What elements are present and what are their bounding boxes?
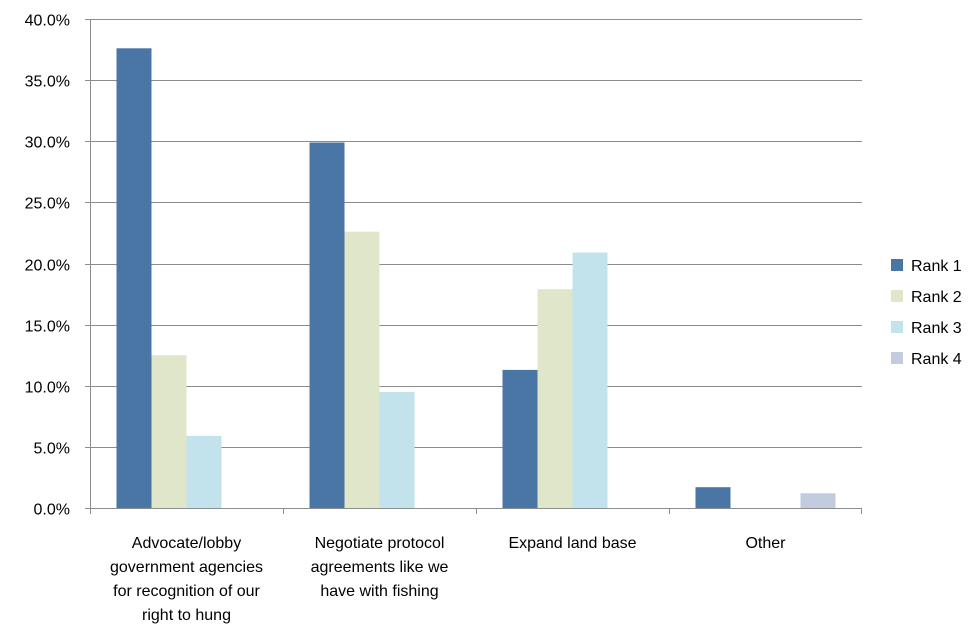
legend-label: Rank 4: [911, 351, 962, 368]
legend-swatch: [891, 290, 903, 302]
y-tick-label: 15.0%: [25, 319, 70, 336]
bar-rank-3: [572, 252, 608, 508]
y-tick-label: 25.0%: [25, 196, 70, 213]
y-tick-label: 20.0%: [25, 258, 70, 275]
bar-rank-2: [344, 231, 380, 508]
bars: [116, 48, 836, 509]
axes: 0.0% 5.0% 10.0% 15.0% 20.0% 25.0% 30.0% 35.0% 40…: [25, 13, 862, 624]
legend-label: Rank 2: [911, 289, 962, 306]
x-category-label: Advocate/lobby: [132, 535, 241, 552]
legend-label: Rank 1: [911, 258, 962, 275]
x-category-label: Other: [745, 535, 786, 552]
bar-rank-1: [502, 369, 538, 508]
legend: Rank 1 Rank 2 Rank 3 Rank 4: [891, 258, 962, 368]
x-category-label: Negotiate protocol: [315, 535, 445, 552]
x-category-label: government agencies: [110, 559, 263, 576]
legend-label: Rank 3: [911, 320, 962, 337]
bar-rank-2: [537, 289, 573, 508]
bar-rank-2: [151, 355, 187, 508]
y-tick-label: 35.0%: [25, 74, 70, 91]
bar-rank-1: [309, 142, 345, 508]
x-category-label: right to hung: [142, 607, 231, 624]
legend-swatch: [891, 259, 903, 271]
y-tick-label: 0.0%: [34, 502, 70, 519]
y-tick-label: 30.0%: [25, 135, 70, 152]
bar-rank-1: [116, 48, 152, 509]
legend-swatch: [891, 321, 903, 333]
y-tick-label: 10.0%: [25, 380, 70, 397]
y-tick-label: 5.0%: [34, 441, 70, 458]
y-tick-label: 40.0%: [25, 13, 70, 30]
x-category-label: Expand land base: [508, 535, 636, 552]
bar-rank-3: [379, 391, 415, 508]
x-category-label: have with fishing: [320, 583, 438, 600]
bar-rank-1: [695, 487, 731, 508]
gridlines: [90, 19, 862, 448]
bar-rank-4: [800, 493, 836, 508]
bar-rank-3: [186, 435, 222, 508]
x-category-label: agreements like we: [311, 559, 449, 576]
x-category-label: for recognition of our: [113, 583, 260, 600]
legend-swatch: [891, 352, 903, 364]
